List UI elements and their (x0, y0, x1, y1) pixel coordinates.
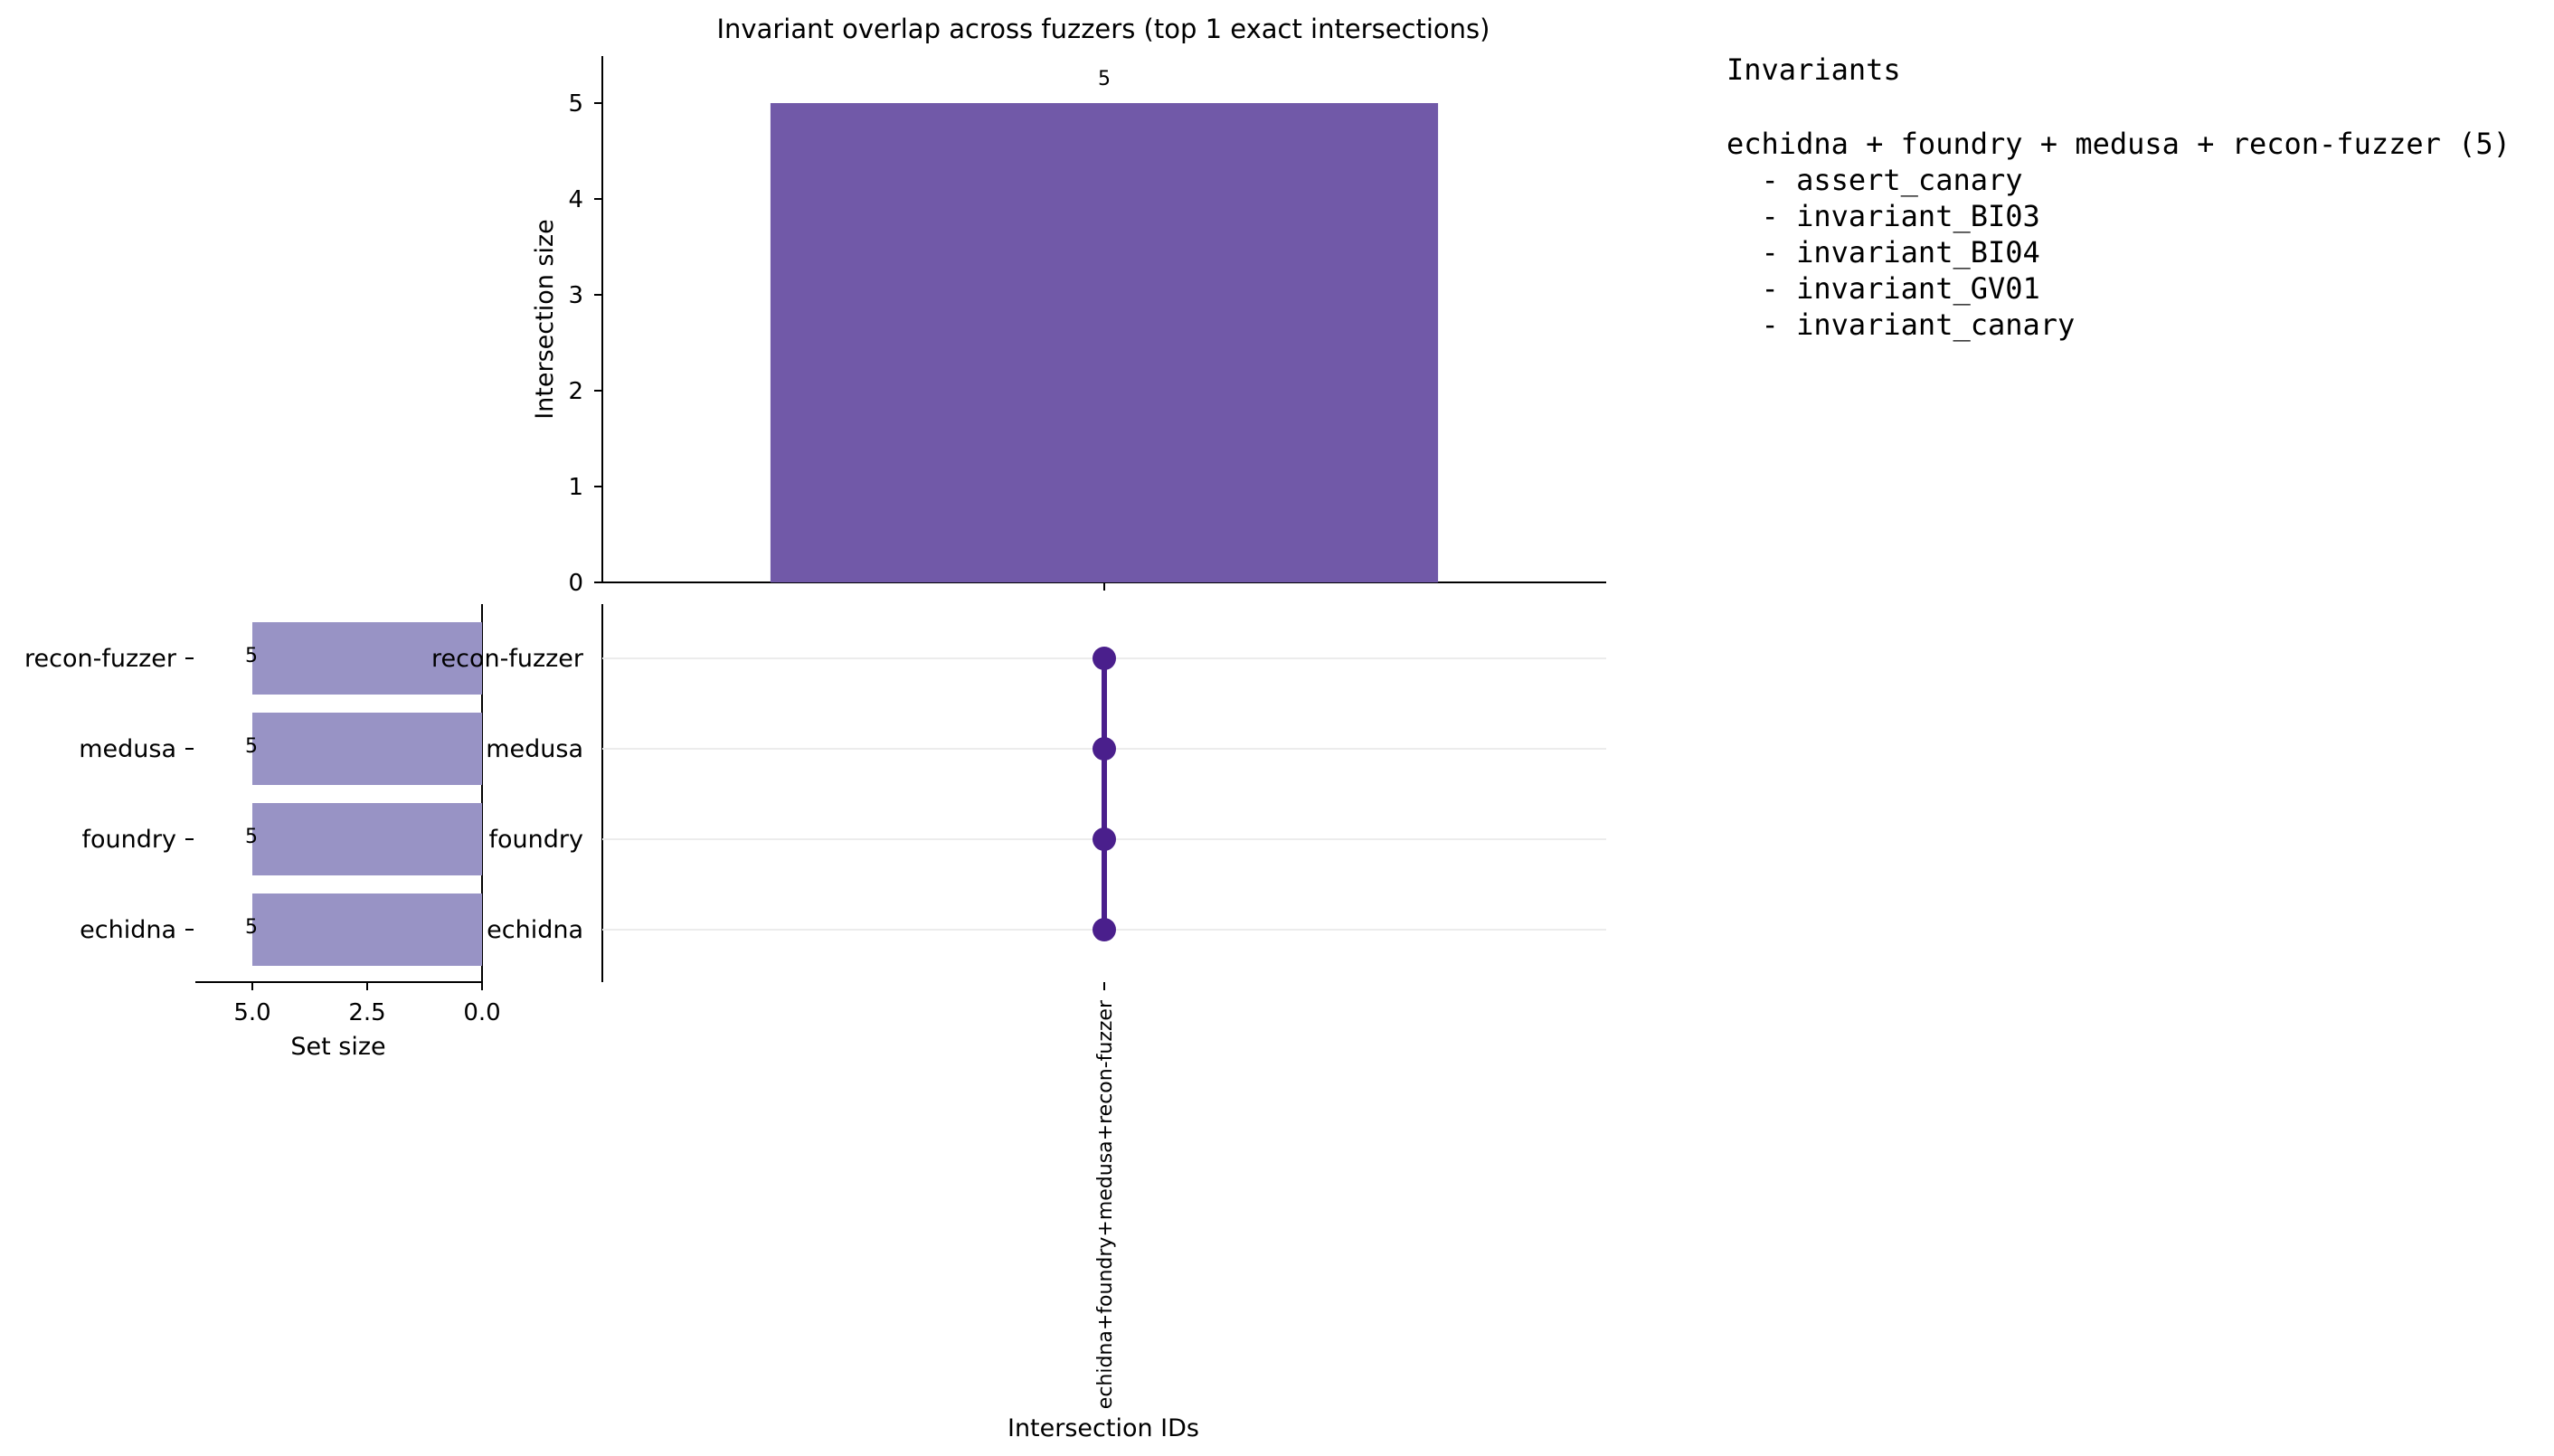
matrix-dot (1093, 827, 1116, 851)
invariant-item: - invariant_BI03 (1726, 199, 2040, 233)
top-y-tick-label: 1 (568, 474, 583, 501)
matrix-dot (1093, 918, 1116, 941)
invariant-item: - assert_canary (1726, 163, 2023, 197)
intersection-id-label: echidna+foundry+medusa+recon-fuzzer (1094, 999, 1117, 1409)
invariants-text-panel: Invariants echidna + foundry + medusa + … (1726, 52, 2511, 342)
top-y-tick-label: 3 (568, 282, 583, 309)
set-size-bar-label: 5 (245, 826, 258, 848)
sets-row-label: foundry (82, 826, 176, 854)
matrix-x-axis-label: Intersection IDs (1007, 1414, 1199, 1442)
matrix-row-label: medusa (486, 735, 583, 763)
set-size-bar-label: 5 (245, 916, 258, 939)
intersection-bar (770, 103, 1439, 582)
invariant-item: - invariant_BI04 (1726, 235, 2040, 269)
sets-row-label: echidna (80, 916, 176, 944)
sets-row-label: medusa (79, 735, 176, 763)
chart-title: Invariant overlap across fuzzers (top 1 … (717, 14, 1490, 44)
set-size-bar (252, 893, 482, 966)
top-y-tick-label: 4 (568, 186, 583, 213)
set-size-bar-label: 5 (245, 645, 258, 667)
invariants-group: echidna + foundry + medusa + recon-fuzze… (1726, 127, 2511, 161)
invariant-item: - invariant_canary (1726, 307, 2075, 342)
matrix-row-label: echidna (487, 916, 583, 944)
set-size-bar (252, 713, 482, 785)
intersection-bar-chart: Intersection size 0 1 2 3 4 5 5 (531, 56, 1606, 597)
set-size-bar (252, 622, 482, 695)
intersection-bar-label: 5 (1098, 68, 1111, 90)
matrix-row-label: foundry (489, 826, 583, 854)
matrix-dot (1093, 647, 1116, 670)
matrix-row-label: recon-fuzzer (431, 645, 584, 673)
sets-x-tick-label: 5.0 (233, 999, 270, 1026)
top-y-tick-label: 2 (568, 378, 583, 405)
sets-x-tick-label: 2.5 (348, 999, 385, 1026)
sets-row-label: recon-fuzzer (24, 645, 177, 673)
set-size-chart: Set size 5 recon-fuzzer 5 medusa 5 foundry 5 ec… (24, 604, 501, 1061)
top-y-tick-label: 0 (568, 570, 583, 597)
invariants-title: Invariants (1726, 52, 1901, 87)
top-y-tick-label: 5 (568, 90, 583, 118)
matrix-dot (1093, 737, 1116, 761)
set-size-bar (252, 803, 482, 875)
sets-x-axis-label: Set size (290, 1033, 385, 1061)
sets-x-tick-label: 0.0 (463, 999, 500, 1026)
set-size-bar-label: 5 (245, 735, 258, 758)
membership-matrix: Intersection IDs recon-fuzzer medusa found… (431, 604, 1606, 1442)
top-y-axis-label: Intersection size (531, 219, 559, 420)
invariant-item: - invariant_GV01 (1726, 271, 2040, 306)
